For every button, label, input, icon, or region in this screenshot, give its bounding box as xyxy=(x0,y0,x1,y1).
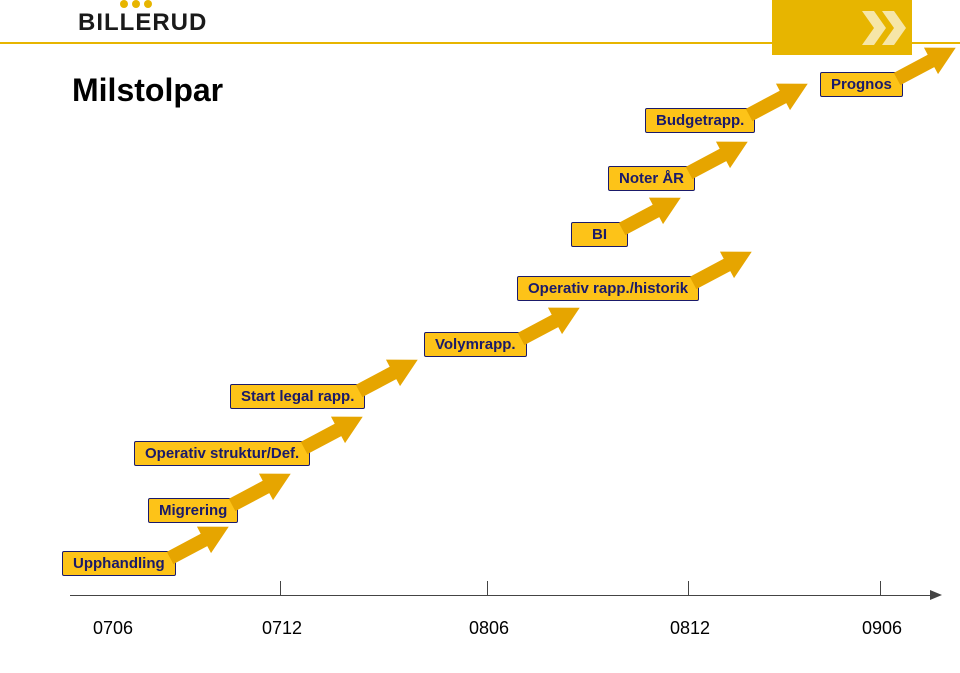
axis-label: 0812 xyxy=(670,618,710,639)
axis-tick xyxy=(880,581,881,595)
axis-tick xyxy=(487,581,488,595)
axis-arrowhead-icon xyxy=(930,590,942,600)
axis-tick xyxy=(688,581,689,595)
timeline-axis: 0706 0712 0806 0812 0906 xyxy=(0,0,960,673)
axis-line xyxy=(70,595,930,596)
axis-label: 0806 xyxy=(469,618,509,639)
axis-label: 0706 xyxy=(93,618,133,639)
axis-label: 0906 xyxy=(862,618,902,639)
axis-tick xyxy=(280,581,281,595)
axis-label: 0712 xyxy=(262,618,302,639)
